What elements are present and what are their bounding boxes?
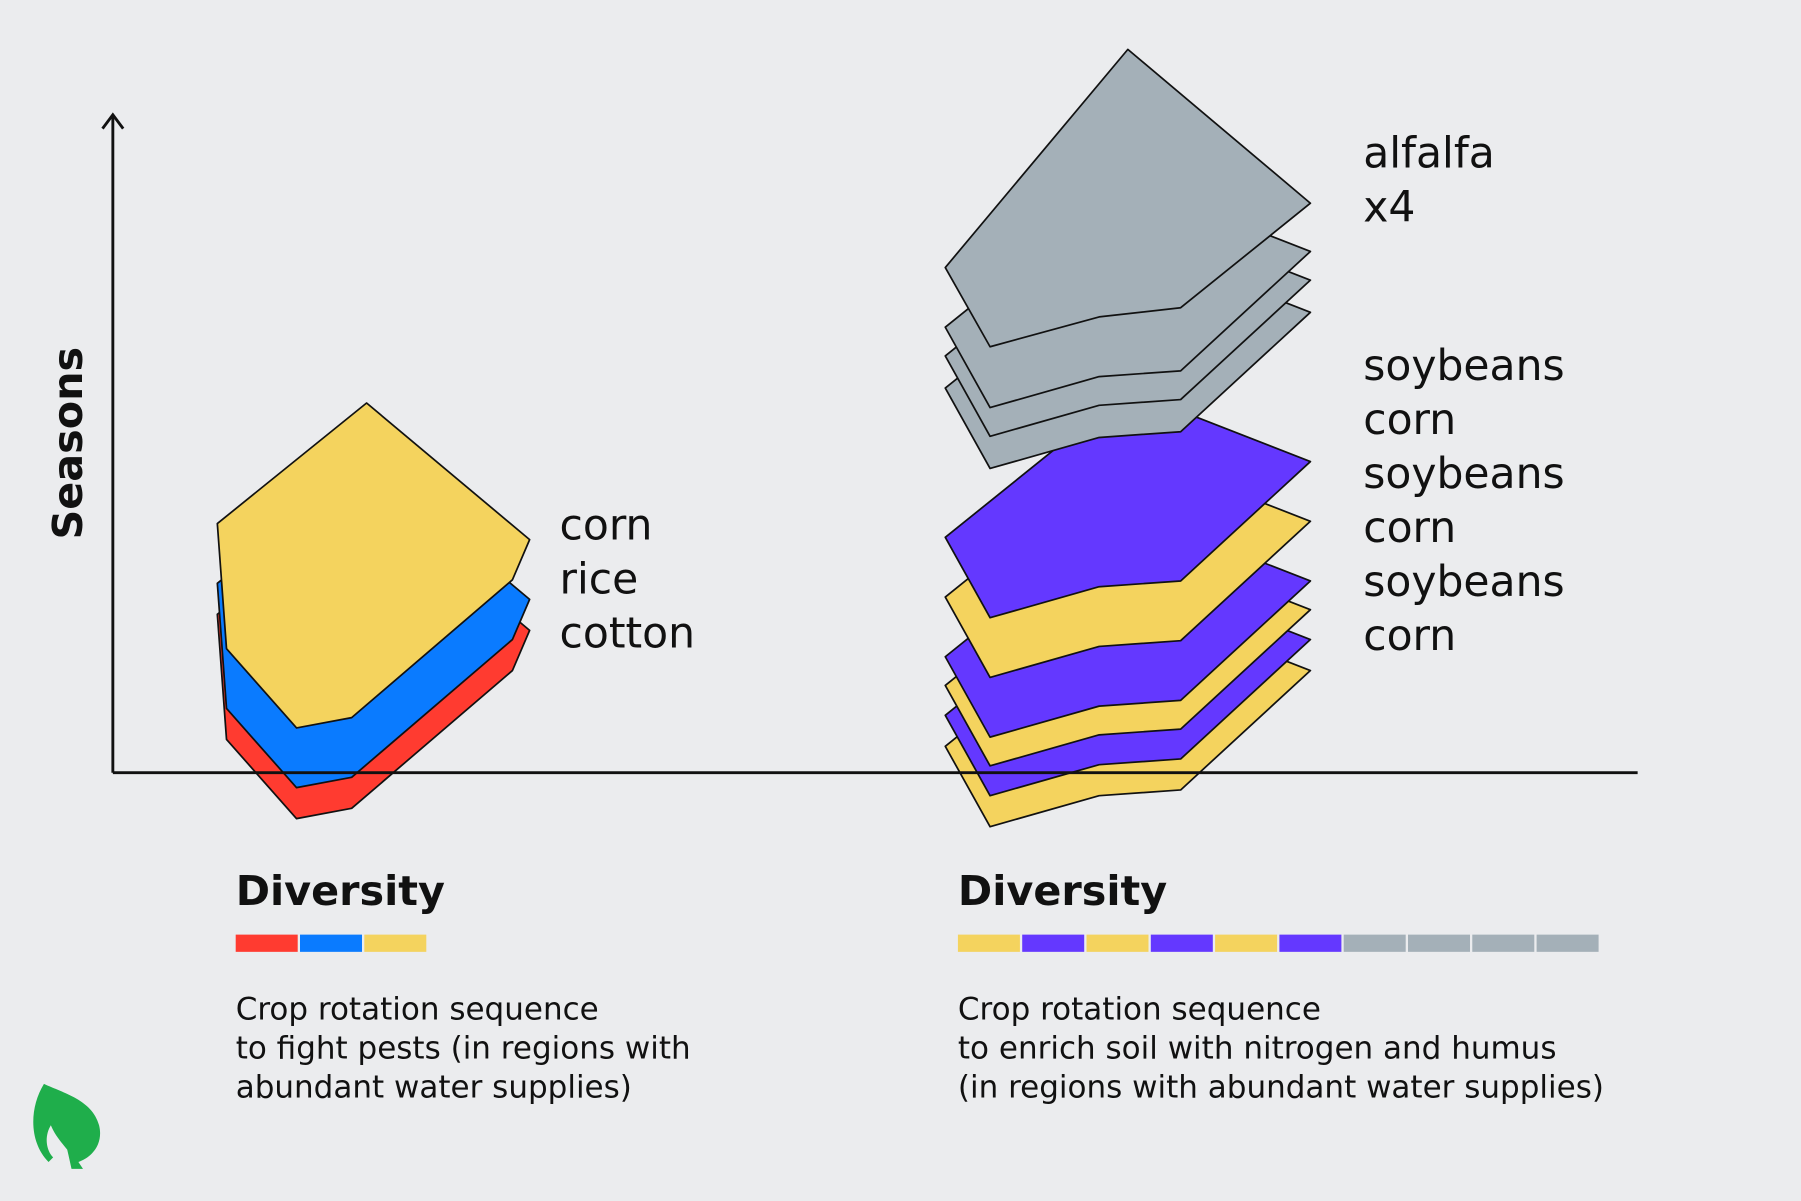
- crop-labels: corn rice cotton alfalfa x4 soybeans corn soybe…: [559, 130, 1564, 661]
- diversity-bars: [235, 934, 1599, 952]
- crop-label: soybeans: [1363, 342, 1564, 391]
- diversity-title: Diversity: [958, 867, 1167, 915]
- diversity-segment: [1472, 934, 1535, 952]
- diversity-segment: [1022, 934, 1085, 952]
- diversity-segment: [364, 934, 427, 952]
- crop-label: corn: [1363, 612, 1456, 661]
- description: to enrich soil with nitrogen and humus: [958, 1031, 1557, 1067]
- diversity-segment: [957, 934, 1020, 952]
- diversity-segment: [1150, 934, 1213, 952]
- crop-layer: [944, 48, 1312, 348]
- crop-label: cotton: [559, 610, 695, 659]
- diversity-segment: [1536, 934, 1599, 952]
- crop-layers: [216, 48, 1312, 828]
- diversity-segment: [1086, 934, 1149, 952]
- logo: [33, 1083, 101, 1169]
- diversity-title: Diversity: [236, 867, 445, 915]
- crop-label: rice: [559, 556, 638, 605]
- crop-layer: [944, 389, 1312, 619]
- crop-label: soybeans: [1363, 558, 1564, 607]
- crop-label: x4: [1363, 184, 1415, 233]
- description: to fight pests (in regions with: [236, 1031, 691, 1067]
- description: Crop rotation sequence: [958, 992, 1321, 1028]
- axis-label: Seasons: [44, 347, 92, 540]
- crop-label: corn: [1363, 396, 1456, 445]
- diversity-segment: [1215, 934, 1278, 952]
- crop-label: corn: [1363, 504, 1456, 553]
- description: (in regions with abundant water supplies…: [958, 1070, 1604, 1106]
- diversity-segment: [1407, 934, 1470, 952]
- diversity-segment: [1279, 934, 1342, 952]
- crop-label: soybeans: [1363, 450, 1564, 499]
- crop-layer: [216, 402, 531, 729]
- crop-label: alfalfa: [1363, 130, 1495, 179]
- diversity-segment: [300, 934, 363, 952]
- y-axis-arrow: [101, 112, 125, 130]
- description: abundant water supplies): [236, 1070, 632, 1106]
- diversity-segment: [235, 934, 298, 952]
- diversity-segment: [1343, 934, 1406, 952]
- crop-label: corn: [559, 502, 652, 551]
- description: Crop rotation sequence: [236, 992, 599, 1028]
